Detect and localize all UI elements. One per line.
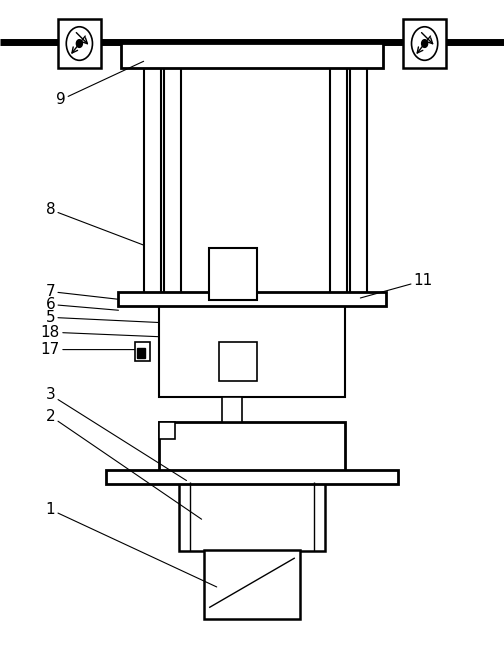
Bar (118, 292, 386, 306)
Text: 6: 6 (45, 297, 118, 312)
Text: 17: 17 (41, 342, 135, 357)
Bar (164, 68, 181, 301)
Text: 2: 2 (45, 408, 202, 519)
Circle shape (421, 40, 427, 48)
Text: 7: 7 (45, 284, 118, 299)
Bar (222, 397, 242, 422)
Bar (106, 470, 398, 484)
Bar (209, 248, 257, 300)
Text: 8: 8 (45, 202, 144, 245)
Bar (159, 303, 345, 397)
Bar (144, 68, 161, 301)
Bar (121, 43, 383, 68)
Bar (219, 342, 257, 381)
Bar (330, 68, 347, 301)
Text: 9: 9 (55, 61, 144, 108)
Text: 11: 11 (360, 273, 433, 298)
Bar (179, 482, 325, 551)
Bar (58, 19, 101, 68)
Bar (159, 422, 345, 471)
Bar (137, 348, 145, 358)
Bar (204, 550, 300, 619)
Bar (159, 422, 175, 439)
Text: 1: 1 (45, 502, 217, 587)
Circle shape (76, 40, 82, 48)
Text: 5: 5 (45, 310, 159, 325)
Bar (403, 19, 446, 68)
Text: 3: 3 (45, 387, 186, 481)
Text: 18: 18 (41, 324, 159, 340)
Bar (350, 68, 367, 301)
Bar (135, 342, 150, 361)
